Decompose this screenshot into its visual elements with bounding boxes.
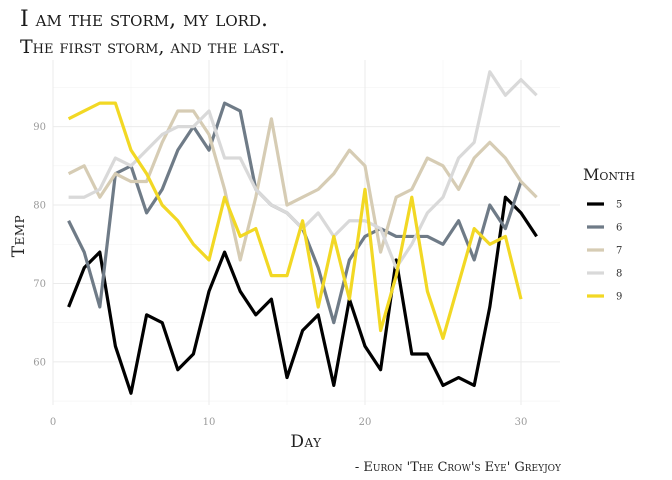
series-line-9 <box>67 101 523 340</box>
legend-title: Month <box>583 165 635 184</box>
y-axis-title: Temp <box>9 215 29 257</box>
series-line-5 <box>67 195 538 395</box>
y-tick-label: 90 <box>33 122 46 133</box>
series-line-7 <box>67 109 538 262</box>
x-tick-label: 10 <box>203 417 216 428</box>
legend-label-7: 7 <box>616 246 622 257</box>
legend-label-9: 9 <box>616 292 622 303</box>
chart-title: I am the storm, my lord. <box>20 7 268 32</box>
chart-subtitle: The first storm, and the last. <box>20 36 285 58</box>
legend-label-8: 8 <box>616 269 622 280</box>
y-tick-label: 60 <box>33 357 46 368</box>
x-tick-label: 0 <box>50 417 56 428</box>
legend-label-6: 6 <box>616 223 622 234</box>
legend: 5 6 7 8 9 <box>587 200 622 303</box>
chart-caption: - Euron 'The Crow's Eye' Greyjoy <box>355 460 562 475</box>
x-tick-label: 20 <box>359 417 372 428</box>
axis-ticks: 0 10 20 30 60 70 80 90 <box>33 122 527 428</box>
legend-label-5: 5 <box>616 200 622 211</box>
y-tick-label: 70 <box>33 279 46 290</box>
x-axis-title: Day <box>290 432 322 452</box>
y-tick-label: 80 <box>33 201 46 212</box>
series-lines <box>67 70 538 395</box>
x-tick-label: 30 <box>515 417 528 428</box>
